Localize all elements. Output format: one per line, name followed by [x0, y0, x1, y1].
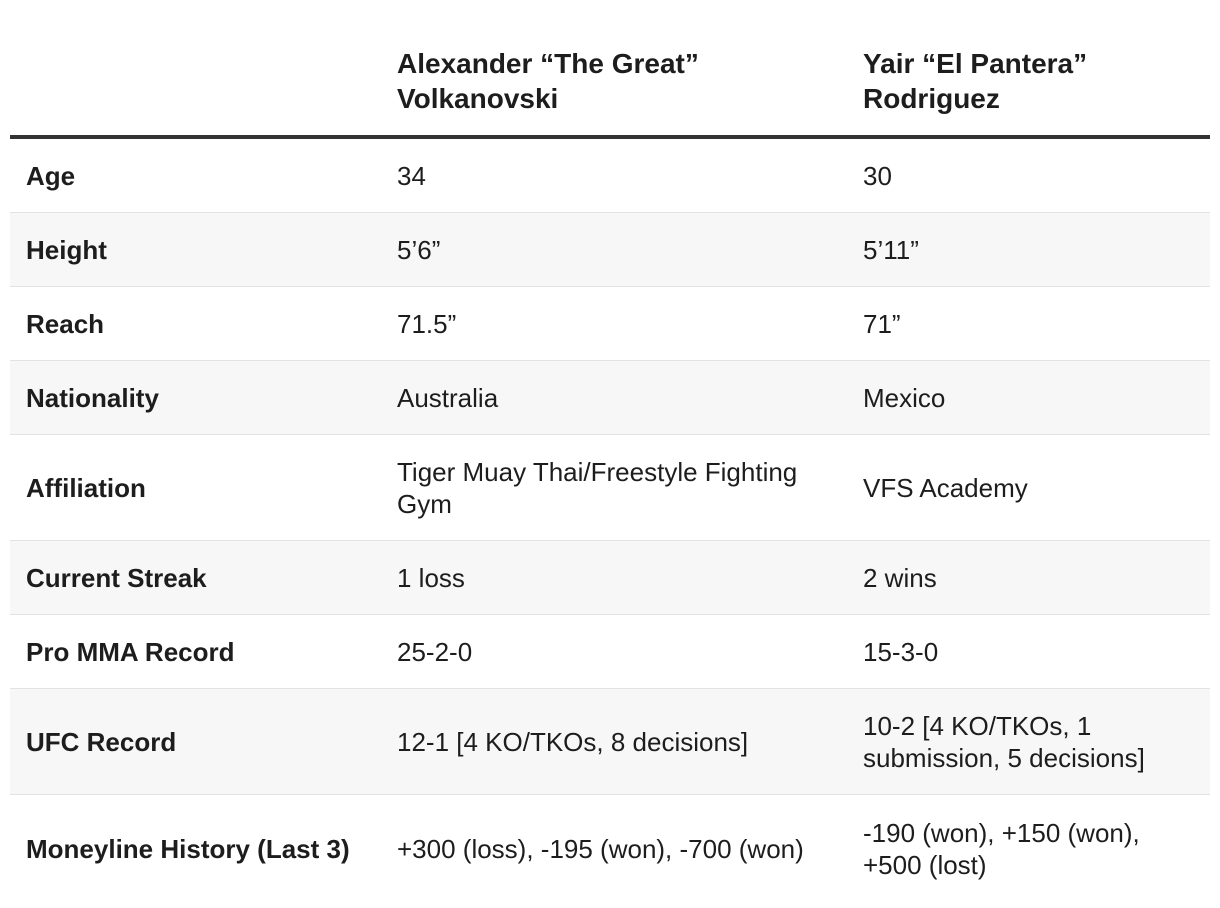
- fighter-1-value: 1 loss: [381, 540, 847, 615]
- row-label: Nationality: [10, 360, 381, 435]
- row-label: Moneyline History (Last 3): [26, 834, 350, 864]
- fighter-1-name-line-2: Volkanovski: [397, 83, 559, 114]
- table-row-current-streak: Current Streak 1 loss 2 wins: [10, 540, 1210, 615]
- table-row-pro-mma-record: Pro MMA Record 25-2-0 15-3-0: [10, 614, 1210, 689]
- row-label: Pro MMA Record: [10, 614, 381, 689]
- table-row-moneyline-history: Moneyline History (Last 3) +300 (loss), …: [10, 795, 1210, 904]
- fighter-2-value: 10-2 [4 KO/TKOs, 1 submission, 5 decisio…: [847, 688, 1210, 795]
- fighter-1-value: Tiger Muay Thai/Freestyle Fighting Gym: [381, 434, 847, 541]
- fighter-comparison-table-container: Alexander “The Great” Volkanovski Yair “…: [10, 0, 1210, 903]
- fighter-1-value: Australia: [381, 360, 847, 435]
- table-header: Alexander “The Great” Volkanovski Yair “…: [10, 0, 1210, 139]
- table-row-age: Age 34 30: [10, 137, 1210, 213]
- table-body: Age 34 30 Height 5’6” 5’11” Reach 71.5” …: [10, 137, 1210, 903]
- table-row-nationality: Nationality Australia Mexico: [10, 360, 1210, 435]
- header-row: Alexander “The Great” Volkanovski Yair “…: [10, 0, 1210, 139]
- fighter-1-value: 5’6”: [381, 212, 847, 287]
- row-label: Height: [10, 212, 381, 287]
- fighter-1-value: 12-1 [4 KO/TKOs, 8 decisions]: [381, 688, 847, 795]
- fighter-1-value: +300 (loss), -195 (won), -700 (won): [397, 834, 804, 864]
- row-label: Reach: [10, 286, 381, 361]
- table-row-affiliation: Affiliation Tiger Muay Thai/Freestyle Fi…: [10, 434, 1210, 541]
- row-label: Current Streak: [10, 540, 381, 615]
- fighter-2-value: 5’11”: [847, 212, 1210, 287]
- fighter-1-value: 25-2-0: [381, 614, 847, 689]
- header-empty-cell: [10, 0, 381, 139]
- fighter-2-value: -190 (won), +150 (won), +500 (lost): [863, 818, 1140, 880]
- table-row-ufc-record: UFC Record 12-1 [4 KO/TKOs, 8 decisions]…: [10, 688, 1210, 795]
- row-label: UFC Record: [10, 688, 381, 795]
- table-row-reach: Reach 71.5” 71”: [10, 286, 1210, 361]
- fighter-comparison-table: Alexander “The Great” Volkanovski Yair “…: [10, 0, 1210, 903]
- fighter-2-value: 2 wins: [847, 540, 1210, 615]
- row-label: Affiliation: [10, 434, 381, 541]
- fighter-1-name-line-1: Alexander “The Great”: [397, 48, 699, 79]
- fighter-2-name-line-2: Rodriguez: [863, 83, 1000, 114]
- fighter-2-value: VFS Academy: [847, 434, 1210, 541]
- header-fighter-1: Alexander “The Great” Volkanovski: [381, 0, 847, 139]
- header-fighter-2: Yair “El Pantera” Rodriguez: [847, 0, 1210, 139]
- fighter-2-value: 71”: [847, 286, 1210, 361]
- fighter-2-name-line-1: Yair “El Pantera”: [863, 48, 1088, 79]
- table-row-height: Height 5’6” 5’11”: [10, 212, 1210, 287]
- fighter-2-value: 30: [847, 137, 1210, 213]
- fighter-2-value: Mexico: [847, 360, 1210, 435]
- row-label: Age: [10, 137, 381, 213]
- fighter-2-value: 15-3-0: [847, 614, 1210, 689]
- fighter-1-value: 34: [381, 137, 847, 213]
- fighter-1-value: 71.5”: [381, 286, 847, 361]
